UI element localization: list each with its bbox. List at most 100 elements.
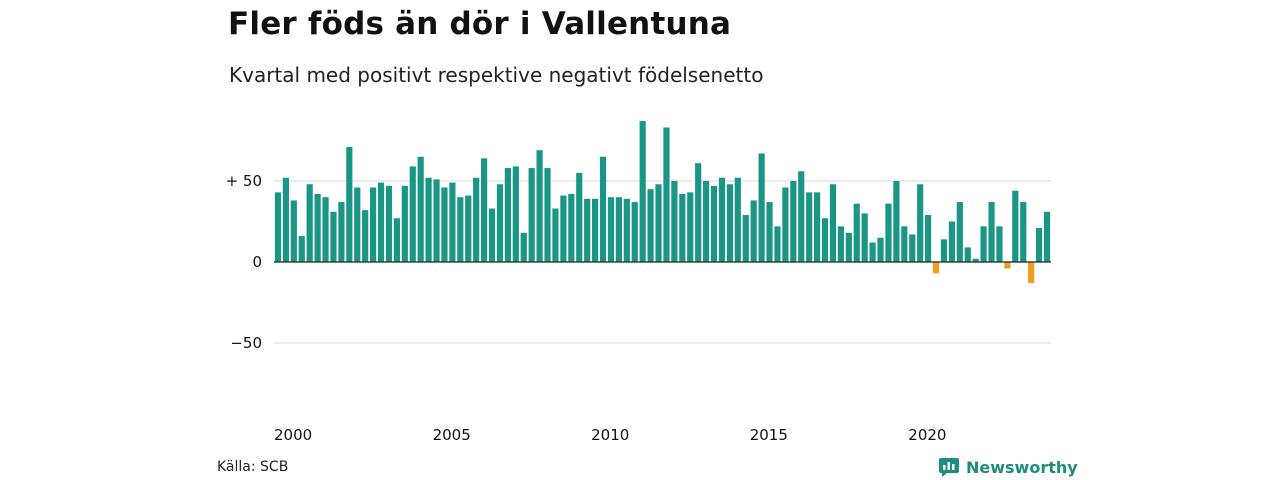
bar	[980, 226, 987, 262]
bar	[671, 181, 678, 262]
bar	[790, 181, 797, 262]
bar	[473, 177, 480, 262]
chart-subtitle: Kvartal med positivt respektive negativt…	[229, 63, 764, 87]
bar	[330, 211, 337, 262]
chart-title: Fler föds än dör i Vallentuna	[228, 6, 732, 42]
bar	[623, 198, 630, 262]
bar	[481, 158, 488, 262]
bar	[306, 184, 313, 262]
bar	[584, 198, 591, 262]
y-tick-label: 0	[252, 253, 262, 271]
bar	[647, 189, 654, 262]
bar	[615, 197, 622, 262]
bar	[1004, 262, 1011, 269]
bar	[631, 202, 638, 262]
bar	[885, 203, 892, 262]
bar	[409, 166, 416, 262]
y-tick-label: −50	[230, 334, 262, 352]
bar	[766, 202, 773, 262]
x-axis-ticks: 2000 2005 2010 2015 2020	[274, 426, 946, 444]
bar	[274, 192, 282, 262]
bar	[552, 208, 559, 262]
bar	[512, 166, 519, 262]
bar	[837, 226, 844, 262]
bar	[687, 192, 694, 262]
bar	[544, 168, 551, 262]
brand-name: Newsworthy	[966, 457, 1078, 477]
bar	[893, 181, 900, 262]
bar	[433, 179, 440, 262]
source-label: Källa: SCB	[217, 459, 289, 475]
bar-chart: + 50 0 −50 2000 2005 2010 2015 2020	[226, 121, 1051, 444]
bar	[718, 177, 726, 262]
bar	[441, 187, 448, 262]
bar	[377, 182, 385, 262]
bar	[639, 121, 646, 262]
bar	[742, 215, 749, 262]
bar	[592, 198, 599, 262]
bar	[528, 168, 535, 262]
bar	[322, 197, 329, 262]
bar	[576, 172, 583, 262]
brand-logo[interactable]: Newsworthy	[938, 456, 1078, 478]
bar	[988, 202, 995, 262]
bar	[1036, 227, 1043, 262]
bar	[877, 237, 884, 262]
bar	[504, 168, 511, 262]
bar	[932, 262, 940, 274]
bar	[861, 213, 868, 262]
bar	[449, 182, 456, 262]
bar	[948, 221, 955, 262]
bar	[338, 202, 345, 262]
bar	[956, 202, 963, 262]
bar	[607, 197, 615, 262]
bar	[314, 193, 321, 262]
bar	[845, 232, 852, 262]
x-tick-label: 2005	[433, 426, 471, 444]
bar	[909, 234, 916, 262]
bar	[750, 200, 757, 262]
bar	[726, 184, 733, 262]
bar	[798, 171, 805, 262]
bar	[520, 232, 527, 262]
bar	[821, 218, 829, 262]
bar	[536, 150, 543, 262]
bar	[663, 127, 670, 262]
bar	[829, 184, 837, 262]
bar	[1028, 262, 1035, 284]
bar	[425, 177, 432, 262]
bar	[465, 195, 472, 262]
bar	[814, 192, 821, 262]
bar	[1043, 211, 1051, 262]
bar	[599, 156, 607, 262]
bar	[940, 239, 948, 262]
bar	[1012, 190, 1019, 262]
bar	[964, 247, 971, 262]
bar	[925, 215, 932, 262]
bar	[362, 210, 369, 262]
bar	[972, 258, 979, 262]
bar	[679, 193, 686, 262]
bar	[901, 226, 908, 262]
bar	[282, 177, 289, 262]
bar	[695, 163, 702, 262]
bar	[734, 177, 741, 262]
bar	[710, 185, 718, 262]
bar	[782, 187, 789, 262]
bar	[806, 192, 813, 262]
bar	[917, 184, 924, 262]
bar	[488, 208, 496, 262]
bar	[385, 185, 393, 262]
bar	[655, 184, 662, 262]
bar	[496, 184, 504, 262]
bar	[346, 146, 353, 262]
x-tick-label: 2020	[908, 426, 946, 444]
bar	[568, 193, 575, 262]
bar	[869, 242, 876, 262]
bar	[703, 181, 710, 262]
bar	[758, 153, 765, 262]
bar	[298, 236, 305, 262]
bar	[457, 197, 464, 262]
grid-lines	[274, 180, 1051, 344]
bar	[774, 226, 781, 262]
